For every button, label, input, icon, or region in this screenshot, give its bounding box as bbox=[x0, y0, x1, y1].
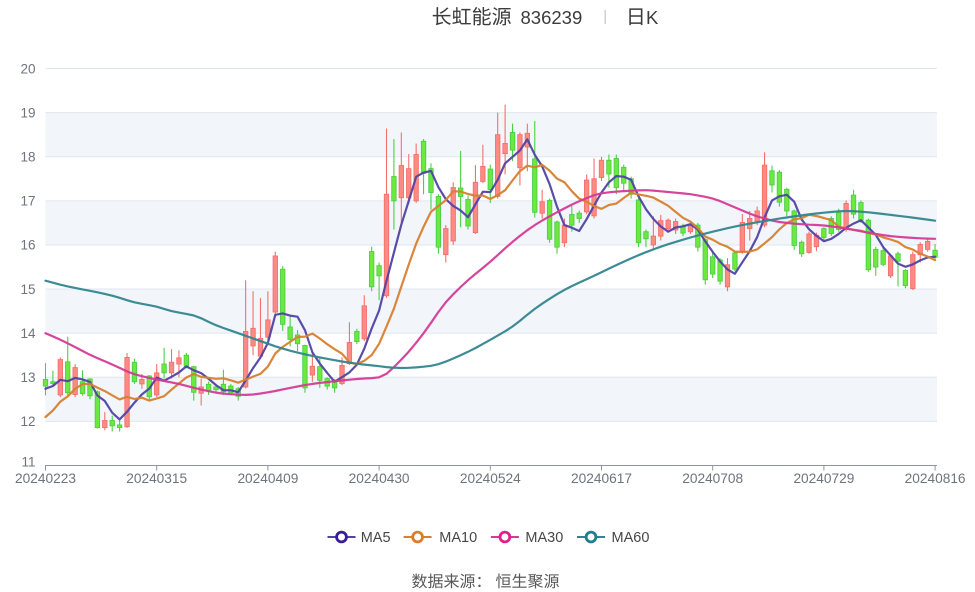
svg-text:20240223: 20240223 bbox=[15, 471, 76, 486]
svg-text:MA10: MA10 bbox=[439, 530, 477, 546]
svg-text:16: 16 bbox=[20, 238, 35, 253]
svg-text:20240708: 20240708 bbox=[682, 471, 743, 486]
svg-text:K: K bbox=[646, 7, 659, 28]
svg-text:12: 12 bbox=[20, 414, 35, 429]
svg-text:19: 19 bbox=[20, 105, 35, 120]
svg-text:20240409: 20240409 bbox=[237, 471, 298, 486]
svg-text:836239: 836239 bbox=[521, 7, 583, 28]
svg-text:MA60: MA60 bbox=[612, 530, 650, 546]
svg-text:20240729: 20240729 bbox=[793, 471, 854, 486]
svg-text:20240524: 20240524 bbox=[460, 471, 521, 486]
svg-text:11: 11 bbox=[21, 454, 35, 469]
svg-text:18: 18 bbox=[20, 150, 35, 165]
svg-text:14: 14 bbox=[20, 326, 36, 341]
svg-text:20240430: 20240430 bbox=[349, 471, 410, 486]
svg-text:15: 15 bbox=[20, 282, 35, 297]
svg-text:20240816: 20240816 bbox=[905, 471, 966, 486]
svg-text:20240315: 20240315 bbox=[126, 471, 187, 486]
svg-text:MA30: MA30 bbox=[525, 530, 563, 546]
svg-text:17: 17 bbox=[20, 194, 35, 209]
svg-text:13: 13 bbox=[20, 370, 35, 385]
svg-text:20240617: 20240617 bbox=[571, 471, 632, 486]
svg-text:20: 20 bbox=[20, 61, 35, 76]
svg-text:MA5: MA5 bbox=[361, 530, 391, 546]
